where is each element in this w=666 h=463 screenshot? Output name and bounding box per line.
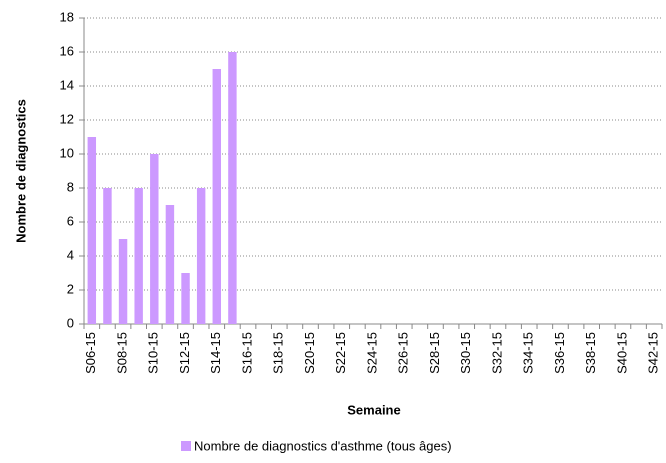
x-tick-label: S10-15 — [146, 332, 161, 374]
y-tick-label: 12 — [60, 111, 74, 126]
y-tick-label: 2 — [67, 281, 74, 296]
bar — [103, 188, 112, 324]
x-tick-label: S32-15 — [489, 332, 504, 374]
bar — [165, 205, 175, 324]
legend-swatch — [181, 441, 191, 451]
x-tick-label: S22-15 — [333, 332, 348, 374]
bar — [150, 154, 159, 324]
x-axis-title: Semaine — [347, 402, 400, 417]
y-tick-label: 6 — [67, 213, 74, 228]
x-tick-label: S40-15 — [614, 332, 629, 374]
x-tick-label: S08-15 — [114, 332, 129, 374]
y-tick-label: 0 — [67, 315, 74, 330]
x-tick-label: S06-15 — [83, 332, 98, 374]
x-tick-label: S16-15 — [239, 332, 254, 374]
bar — [212, 69, 222, 324]
x-tick-label: S42-15 — [646, 332, 661, 374]
x-tick-label: S20-15 — [302, 332, 317, 374]
y-tick-label: 8 — [67, 179, 74, 194]
y-tick-label: 16 — [60, 43, 74, 58]
x-tick-label: S24-15 — [364, 332, 379, 374]
x-tick-label: S34-15 — [521, 332, 536, 374]
y-axis-title: Nombre de diagnostics — [13, 99, 28, 243]
y-tick-label: 14 — [60, 77, 74, 92]
x-tick-label: S12-15 — [177, 332, 192, 374]
x-tick-label: S26-15 — [396, 332, 411, 374]
x-tick-label: S28-15 — [427, 332, 442, 374]
x-tick-label: S14-15 — [208, 332, 223, 374]
legend-label: Nombre de diagnostics d'asthme (tous âge… — [194, 438, 452, 453]
bar — [196, 188, 206, 324]
bar — [228, 52, 237, 324]
bar — [118, 239, 128, 324]
y-tick-label: 4 — [67, 247, 74, 262]
x-tick-label: S30-15 — [458, 332, 473, 374]
y-tick-label: 10 — [60, 145, 74, 160]
x-tick-label: S38-15 — [583, 332, 598, 374]
x-tick-label: S18-15 — [271, 332, 286, 374]
bar — [87, 137, 97, 324]
y-tick-label: 18 — [60, 9, 74, 24]
x-tick-label: S36-15 — [552, 332, 567, 374]
bar — [134, 188, 143, 324]
bar — [181, 273, 190, 324]
